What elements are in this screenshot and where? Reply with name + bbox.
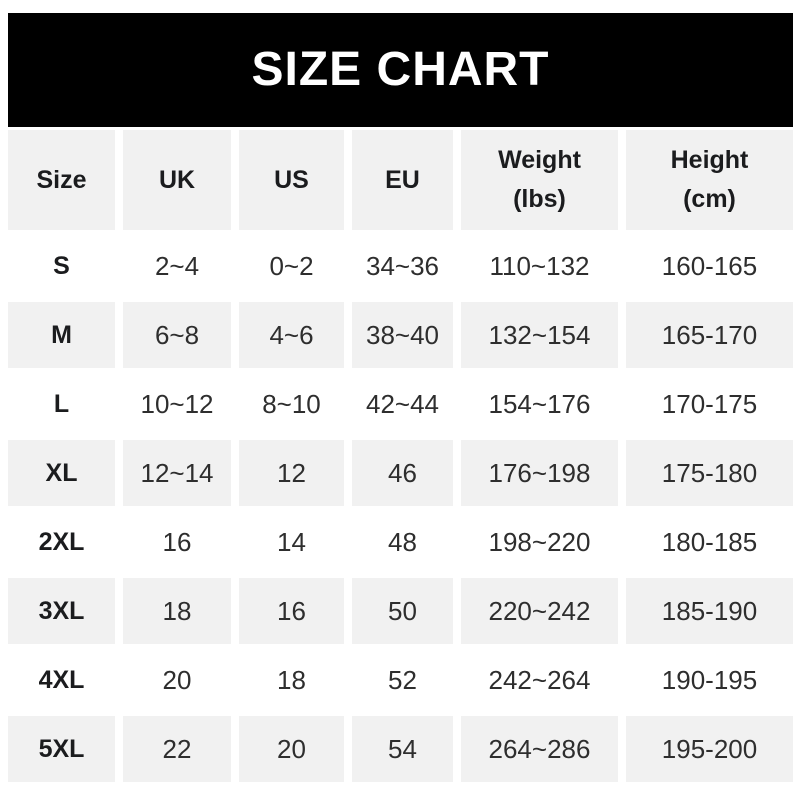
column-header-label: Size [36,165,87,194]
value-cell: 132~154 [461,302,618,368]
column-header-label: Height [670,146,749,175]
table-row: XL 12~14 12 46 176~198 175-180 [8,440,793,506]
value-cell: 46 [352,440,453,506]
column-header-weight: Weight (lbs) [461,130,618,230]
column-header-label: UK [158,165,196,194]
column-header-label: EU [385,165,420,194]
column-header-label: US [274,165,309,194]
size-table: Size UK US EU Weight (lbs) Height (cm) [8,130,793,782]
value-cell: 16 [123,509,231,575]
size-label-cell: S [8,233,115,299]
value-cell: 54 [352,716,453,782]
column-header-sub: (cm) [683,185,736,213]
value-cell: 42~44 [352,371,453,437]
value-cell: 165-170 [626,302,793,368]
value-cell: 14 [239,509,344,575]
value-cell: 185-190 [626,578,793,644]
table-row: 3XL 18 16 50 220~242 185-190 [8,578,793,644]
value-cell: 195-200 [626,716,793,782]
column-header-sub: (lbs) [513,185,566,213]
size-label-cell: 5XL [8,716,115,782]
column-header-eu: EU [352,130,453,230]
value-cell: 16 [239,578,344,644]
size-label-cell: L [8,371,115,437]
column-header-size: Size [8,130,115,230]
column-header-uk: UK [123,130,231,230]
value-cell: 12~14 [123,440,231,506]
column-header-label: Weight [498,146,581,175]
banner: SIZE CHART [8,13,793,127]
value-cell: 154~176 [461,371,618,437]
size-label-cell: 3XL [8,578,115,644]
value-cell: 38~40 [352,302,453,368]
value-cell: 180-185 [626,509,793,575]
value-cell: 50 [352,578,453,644]
table-header-row: Size UK US EU Weight (lbs) Height (cm) [8,130,793,230]
size-chart-page: SIZE CHART Size UK US EU Weight (lbs) [8,0,793,782]
value-cell: 0~2 [239,233,344,299]
value-cell: 2~4 [123,233,231,299]
table-row: 5XL 22 20 54 264~286 195-200 [8,716,793,782]
value-cell: 48 [352,509,453,575]
value-cell: 34~36 [352,233,453,299]
page-title: SIZE CHART [251,43,550,96]
size-label-cell: 2XL [8,509,115,575]
table-row: 2XL 16 14 48 198~220 180-185 [8,509,793,575]
table-row: L 10~12 8~10 42~44 154~176 170-175 [8,371,793,437]
value-cell: 110~132 [461,233,618,299]
column-header-height: Height (cm) [626,130,793,230]
table-row: M 6~8 4~6 38~40 132~154 165-170 [8,302,793,368]
value-cell: 52 [352,647,453,713]
value-cell: 175-180 [626,440,793,506]
value-cell: 198~220 [461,509,618,575]
value-cell: 160-165 [626,233,793,299]
size-label-cell: XL [8,440,115,506]
value-cell: 18 [123,578,231,644]
value-cell: 264~286 [461,716,618,782]
column-header-us: US [239,130,344,230]
value-cell: 220~242 [461,578,618,644]
value-cell: 4~6 [239,302,344,368]
value-cell: 6~8 [123,302,231,368]
table-row: 4XL 20 18 52 242~264 190-195 [8,647,793,713]
value-cell: 242~264 [461,647,618,713]
value-cell: 170-175 [626,371,793,437]
value-cell: 176~198 [461,440,618,506]
value-cell: 190-195 [626,647,793,713]
value-cell: 18 [239,647,344,713]
value-cell: 8~10 [239,371,344,437]
table-row: S 2~4 0~2 34~36 110~132 160-165 [8,233,793,299]
value-cell: 22 [123,716,231,782]
size-label-cell: 4XL [8,647,115,713]
value-cell: 20 [239,716,344,782]
value-cell: 20 [123,647,231,713]
size-label-cell: M [8,302,115,368]
value-cell: 12 [239,440,344,506]
value-cell: 10~12 [123,371,231,437]
table-body: S 2~4 0~2 34~36 110~132 160-165 M 6~8 4~6 38~40 13… [8,233,793,782]
